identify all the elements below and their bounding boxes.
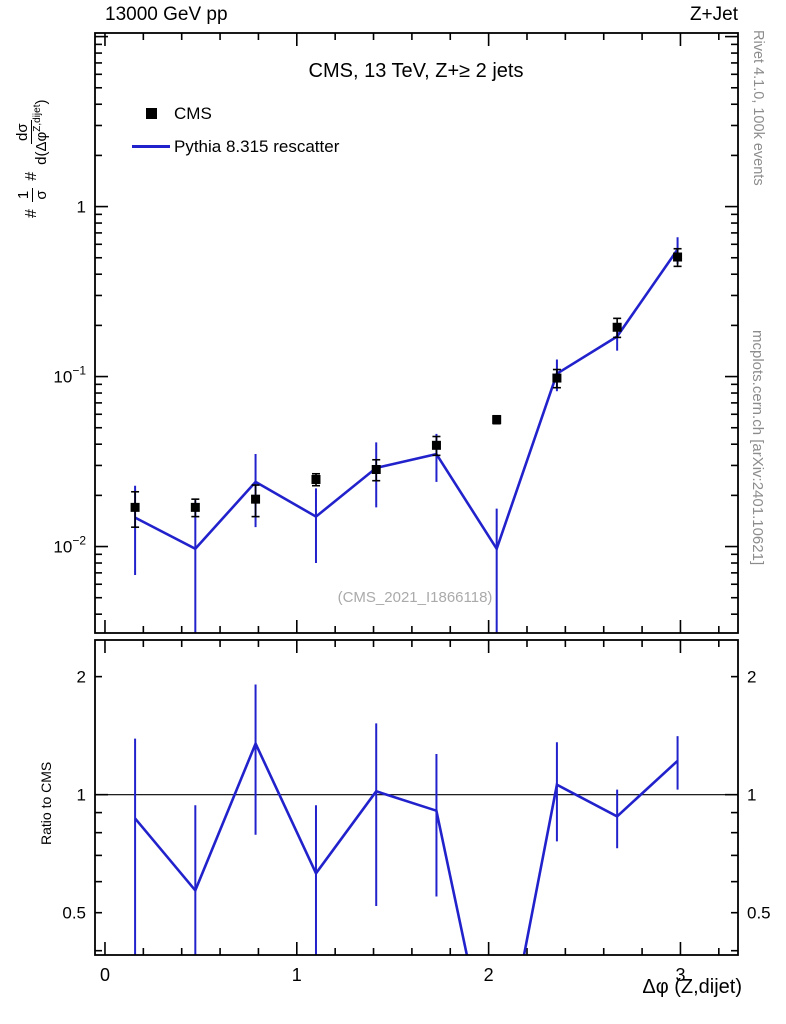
denominator-superscript: Z,dijet bbox=[32, 104, 44, 132]
fraction-numerator: dσ bbox=[14, 120, 33, 144]
rivet-version-label: Rivet 4.1.0, 100k events bbox=[750, 30, 766, 186]
beam-energy-label: 13000 GeV pp bbox=[105, 4, 228, 25]
one-over-sigma-fraction: 1 σ bbox=[14, 187, 51, 203]
legend-key-cms bbox=[128, 108, 174, 119]
denominator-close: ) bbox=[33, 99, 51, 105]
x-axis-title: Δφ (Z,dijet) bbox=[642, 976, 742, 998]
denominator-text: d(Δφ bbox=[33, 131, 51, 165]
y-axis-title-main: # 1 σ # dσ d(ΔφZ,dijet) bbox=[14, 100, 51, 218]
fraction-denominator: σ bbox=[32, 190, 50, 200]
legend-label-pythia: Pythia 8.315 rescatter bbox=[174, 136, 340, 156]
mcplots-citation-label: mcplots.cern.ch [arXiv:2401.10621] bbox=[749, 330, 766, 566]
legend-item-pythia: Pythia 8.315 rescatter bbox=[128, 133, 339, 160]
svg-text:2: 2 bbox=[484, 965, 494, 985]
process-label: Z+Jet bbox=[689, 4, 738, 25]
hash-symbol: # bbox=[23, 171, 41, 181]
svg-text:3: 3 bbox=[675, 965, 685, 985]
legend-item-cms: CMS bbox=[128, 100, 339, 127]
svg-text:1: 1 bbox=[747, 786, 756, 805]
legend: CMS Pythia 8.315 rescatter bbox=[128, 100, 339, 160]
dsigma-ddeltaphi-fraction: dσ d(ΔφZ,dijet) bbox=[14, 100, 51, 165]
legend-key-pythia bbox=[128, 144, 174, 149]
svg-text:2: 2 bbox=[77, 668, 86, 687]
svg-text:10−2: 10−2 bbox=[53, 534, 86, 557]
hash-symbol: # bbox=[23, 209, 41, 218]
svg-text:0.5: 0.5 bbox=[62, 904, 86, 923]
svg-text:1: 1 bbox=[77, 786, 86, 805]
plot-title: CMS, 13 TeV, Z+≥ 2 jets bbox=[308, 60, 524, 82]
svg-text:1: 1 bbox=[292, 965, 302, 985]
svg-text:1: 1 bbox=[77, 198, 86, 217]
svg-text:0.5: 0.5 bbox=[747, 904, 771, 923]
legend-label-cms: CMS bbox=[174, 103, 212, 123]
fraction-denominator: d(ΔφZ,dijet) bbox=[32, 100, 50, 165]
analysis-id-watermark: (CMS_2021_I1866118) bbox=[337, 589, 493, 606]
pythia-line-marker-icon bbox=[132, 144, 170, 149]
svg-text:2: 2 bbox=[747, 668, 756, 687]
fraction-numerator: 1 bbox=[14, 187, 33, 203]
cms-square-marker-icon bbox=[145, 108, 157, 119]
y-axis-title-ratio: Ratio to CMS bbox=[38, 761, 54, 845]
svg-text:10−1: 10−1 bbox=[53, 364, 86, 387]
svg-text:0: 0 bbox=[100, 965, 110, 985]
